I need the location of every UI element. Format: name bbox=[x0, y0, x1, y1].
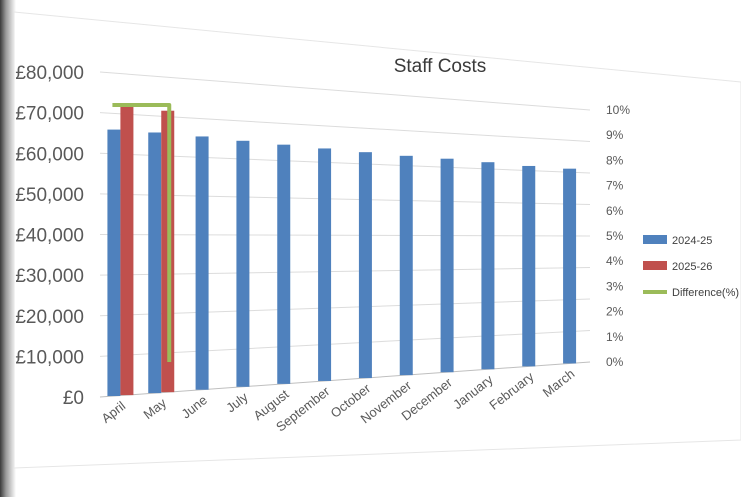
legend-swatch bbox=[643, 261, 667, 270]
y-left-tick-label: £30,000 bbox=[15, 266, 84, 287]
gridline bbox=[99, 193, 591, 205]
y-left-tick-label: £0 bbox=[63, 388, 84, 409]
bar-2024-25-December bbox=[440, 158, 454, 373]
legend-swatch bbox=[643, 235, 667, 244]
y-right-tick-label: 7% bbox=[606, 179, 624, 193]
left-axis-labels: £0 £10,000 £20,000 £30,000 £40,000 £50,000 £60… bbox=[15, 63, 84, 409]
legend-label: 2024-25 bbox=[672, 235, 712, 247]
bar-2025-26-April bbox=[120, 106, 134, 396]
bar-2024-25-March bbox=[563, 168, 577, 364]
bar-2024-25-May bbox=[148, 132, 162, 394]
y-right-tick-label: 10% bbox=[606, 103, 630, 117]
y-right-tick-label: 4% bbox=[606, 254, 624, 268]
y-left-tick-label: £70,000 bbox=[15, 104, 84, 125]
bar-2024-25-September bbox=[318, 148, 332, 381]
legend-label: 2025-26 bbox=[672, 261, 712, 273]
right-axis-labels: 0% 1% 2% 3% 4% 5% 6% 7% 8% 9% 10% bbox=[606, 103, 630, 369]
gridline bbox=[99, 234, 591, 237]
gridline bbox=[99, 112, 591, 142]
y-left-tick-label: £80,000 bbox=[15, 63, 84, 84]
legend: 2024-25 2025-26 Difference(%) bbox=[643, 235, 739, 299]
gridline bbox=[99, 298, 591, 317]
y-left-tick-label: £10,000 bbox=[15, 347, 84, 368]
bar-2024-25-July bbox=[236, 140, 250, 387]
y-left-tick-label: £50,000 bbox=[15, 185, 84, 206]
gridline bbox=[99, 152, 591, 174]
gridline bbox=[99, 267, 591, 276]
y-right-tick-label: 5% bbox=[606, 229, 624, 243]
chart-title: Staff Costs bbox=[394, 56, 487, 77]
y-left-tick-label: £60,000 bbox=[15, 144, 84, 165]
gridline bbox=[99, 71, 591, 111]
bar-2024-25-August bbox=[277, 144, 291, 384]
y-left-tick-label: £40,000 bbox=[15, 226, 84, 247]
bars bbox=[107, 106, 577, 397]
bar-2024-25-February bbox=[522, 165, 536, 367]
gridline bbox=[99, 361, 591, 398]
gridline bbox=[99, 330, 591, 357]
bar-2024-25-June bbox=[195, 136, 209, 390]
bar-2024-25-April bbox=[107, 129, 121, 397]
y-left-tick-label: £20,000 bbox=[15, 307, 84, 328]
y-right-tick-label: 6% bbox=[606, 204, 624, 218]
y-right-tick-label: 3% bbox=[606, 279, 624, 293]
y-right-tick-label: 9% bbox=[606, 128, 624, 142]
y-right-tick-label: 2% bbox=[606, 305, 624, 319]
legend-label: Difference(%) bbox=[672, 287, 739, 299]
bar-2024-25-October bbox=[358, 152, 372, 379]
bar-2024-25-November bbox=[399, 155, 413, 376]
gridlines bbox=[99, 71, 591, 398]
y-right-tick-label: 1% bbox=[606, 330, 624, 344]
y-right-tick-label: 0% bbox=[606, 355, 624, 369]
difference-line bbox=[112, 102, 172, 362]
line-Difference(%) bbox=[112, 102, 172, 362]
y-right-tick-label: 8% bbox=[606, 153, 624, 167]
bar-2024-25-January bbox=[481, 162, 495, 370]
